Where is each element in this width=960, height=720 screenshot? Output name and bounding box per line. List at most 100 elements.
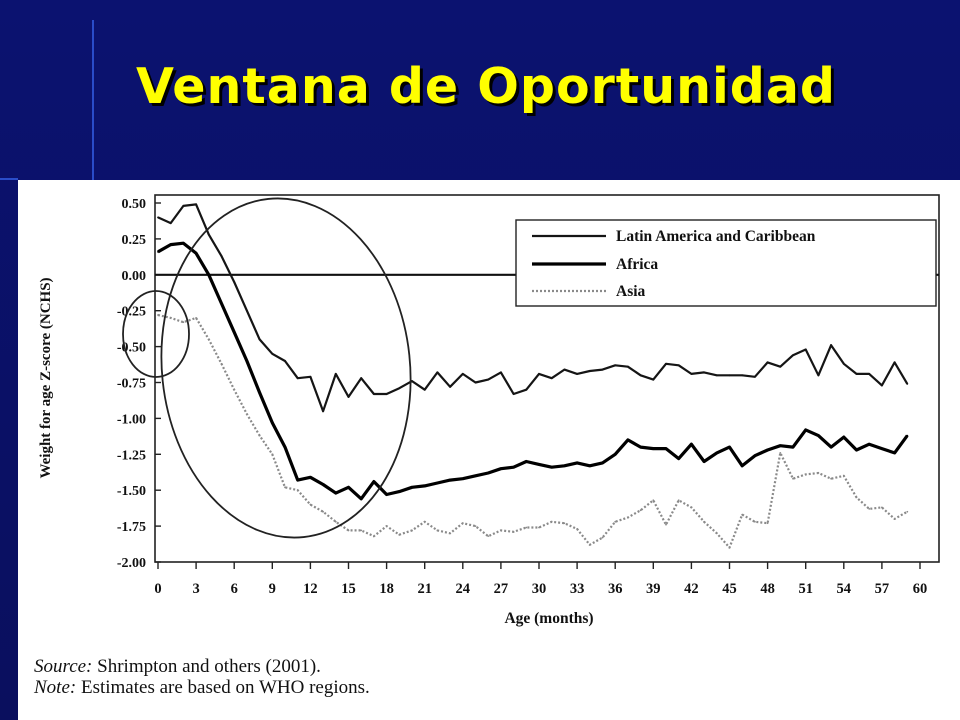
data-point [271,352,274,355]
data-point [690,372,693,375]
data-point [284,446,286,449]
data-point [677,364,680,367]
data-point [588,464,591,467]
data-point [207,338,210,341]
data-point [182,321,185,324]
data-point [550,466,553,469]
data-point [563,368,566,371]
data-point [474,381,477,384]
data-point [728,374,731,377]
data-point [449,385,451,388]
data-point [423,520,426,523]
y-axis-label: Weight for age Z-score (NCHS) [38,277,54,478]
data-point [449,479,451,482]
data-point [207,273,210,276]
y-tick-label: -1.00 [117,412,146,427]
x-tick-label: 39 [646,581,661,597]
data-point [830,446,832,449]
data-point [334,372,337,375]
data-point [233,281,236,283]
data-point [754,375,756,378]
data-point [296,489,299,492]
chart-figure: 0.50 0.25 0.00 -0.25 -0.50 -0.75 -1.00 -1.25 -1.… [18,180,960,720]
x-tick-label: 45 [722,581,737,597]
data-point [741,513,744,516]
data-point [576,528,578,530]
data-point [893,361,896,364]
data-point [258,434,261,437]
legend-label: Asia [616,283,646,300]
data-point [347,486,350,489]
x-tick-label: 48 [760,581,775,597]
data-point [322,410,324,413]
data-point [881,384,883,387]
data-point [461,477,464,480]
data-point [309,375,312,378]
data-point [855,372,858,375]
source-line: Source: Shrimpton and others (2001). [34,656,370,677]
x-tick-label: 57 [875,581,890,597]
data-point [804,348,807,351]
data-point [360,497,363,500]
x-tick-label: 36 [608,581,623,597]
data-point [690,443,693,446]
data-point [500,371,502,374]
series-line-2 [157,313,908,549]
x-tick-label: 27 [494,581,509,597]
data-point [169,222,172,225]
data-point [233,331,236,334]
data-point [436,529,439,532]
data-point [512,393,515,395]
data-point [652,499,655,502]
data-point [703,460,705,463]
note-line: Note: Estimates are based on WHO regions… [34,677,370,698]
annotation-circle-small [122,290,190,378]
data-point [246,309,248,312]
data-point [195,203,198,206]
data-point [906,383,909,385]
data-point [906,510,909,513]
data-point [169,316,172,319]
data-point [741,374,744,377]
data-point [804,473,807,476]
data-point [830,344,832,347]
data-point [842,362,845,365]
data-point [220,362,223,365]
data-point [881,506,883,509]
data-point [855,449,858,451]
data-point [461,372,464,375]
line-chart: 0.50 0.25 0.00 -0.25 -0.50 -0.75 -1.00 -1.25 -1.… [38,194,940,627]
data-point [893,518,896,520]
data-point [207,233,210,236]
data-point [474,525,477,527]
data-point [436,371,439,374]
x-tick-label: 3 [192,581,199,597]
data-point [703,520,705,523]
data-point [538,372,540,375]
data-point [792,354,794,357]
data-point [893,451,896,454]
y-tick-label: -0.50 [117,341,146,356]
data-point [627,365,629,368]
data-point [296,377,299,380]
data-point [614,364,617,367]
data-point [500,529,502,532]
data-point [360,529,363,532]
data-point [576,462,578,464]
data-point [284,360,286,362]
data-point [538,526,540,529]
series-line-1 [157,241,909,501]
data-point [309,503,312,506]
data-point [665,362,667,365]
data-point [842,474,845,477]
x-tick-label: 54 [837,581,852,597]
data-point [411,529,413,532]
data-point [220,302,223,305]
data-point [550,377,553,380]
note-text: Estimates are based on WHO regions. [76,677,370,698]
data-point [233,388,236,391]
data-point [563,522,566,525]
data-point [512,530,515,533]
data-point [881,447,883,450]
data-point [779,365,782,368]
